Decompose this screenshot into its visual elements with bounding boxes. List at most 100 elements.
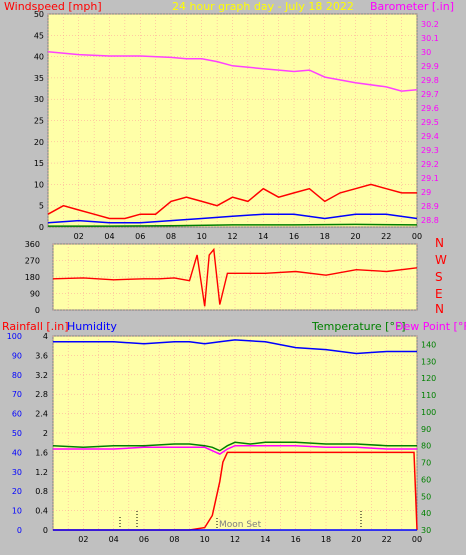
series-line — [52, 247, 418, 307]
y2-tick-label: 30 — [421, 48, 431, 57]
temp-tick-label: 100 — [421, 408, 436, 417]
y2-tick-label: 29.6 — [421, 104, 439, 113]
x-tick-label: 10 — [197, 232, 207, 241]
x-tick-label: 08 — [166, 232, 176, 241]
x-tick-label: 18 — [320, 232, 330, 241]
y-tick-label: 35 — [34, 74, 44, 83]
x-tick-label: 02 — [74, 232, 84, 241]
series-line — [47, 213, 418, 224]
x-tick-label: 10 — [200, 535, 210, 544]
rain-tick-label: 1.2 — [35, 468, 48, 477]
x-tick-label: 14 — [258, 232, 268, 241]
y2-tick-label: 30.1 — [421, 34, 439, 43]
y-tick-label: 0 — [35, 306, 40, 315]
temp-tick-label: 40 — [421, 509, 431, 518]
x-tick-label: 16 — [289, 232, 299, 241]
x-tick-label: 08 — [169, 535, 179, 544]
y2-tick-label: 29.7 — [421, 90, 439, 99]
humidity-tick-label: 10 — [12, 507, 22, 516]
y-tick-label: 15 — [34, 159, 44, 168]
y2-tick-label: 29.9 — [421, 62, 439, 71]
wind-series — [47, 51, 418, 227]
humidity-tick-label: 40 — [12, 448, 22, 457]
humidity-tick-label: 60 — [12, 410, 22, 419]
humidity-tick-label: 100 — [7, 332, 22, 341]
temp-tick-label: 130 — [421, 357, 436, 366]
series-line — [53, 444, 417, 455]
y2-tick-label: 29.3 — [421, 146, 439, 155]
x-tick-label: 22 — [382, 535, 392, 544]
rain-tick-label: 2.4 — [35, 410, 48, 419]
x-tick-label: 00 — [412, 232, 422, 241]
rain-tick-label: 3.6 — [35, 351, 48, 360]
x-tick-label: 06 — [135, 232, 145, 241]
x-tick-label: 20 — [350, 232, 360, 241]
series-line — [53, 451, 418, 531]
temp-tick-label: 30 — [421, 526, 431, 535]
y2-tick-label: 29.2 — [421, 160, 439, 169]
y2-tick-label: 29.1 — [421, 174, 439, 183]
rain-tick-label: 0 — [43, 526, 48, 535]
temp-ticks: 02 04 06 08 10 12 14 16 18 20 22 0000.40.81.21.622.… — [7, 332, 437, 544]
y2-tick-label: 29 — [421, 188, 431, 197]
windspeed-axis-label: Windspeed [mph] — [4, 0, 102, 13]
moon-set-annotation: Moon Set — [219, 520, 262, 530]
y2-tick-label: 28.8 — [421, 216, 439, 225]
rain-tick-label: 1.6 — [35, 448, 48, 457]
y2-tick-label: 29.8 — [421, 76, 439, 85]
compass-label: W — [435, 253, 447, 267]
y-tick-label: 45 — [34, 31, 44, 40]
x-tick-label: 04 — [104, 232, 114, 241]
rain-tick-label: 3.2 — [35, 371, 48, 380]
x-tick-label: 22 — [381, 232, 391, 241]
y-tick-label: 90 — [30, 290, 40, 299]
x-tick-label: 16 — [291, 535, 301, 544]
temp-series — [52, 339, 418, 531]
y-tick-label: 40 — [34, 53, 44, 62]
temp-tick-label: 50 — [421, 492, 431, 501]
rain-tick-label: 2 — [43, 429, 48, 438]
x-tick-label: 06 — [139, 535, 149, 544]
direction-series — [52, 247, 418, 307]
barometer-axis-label: Barometer [.in] — [370, 0, 454, 13]
humidity-tick-label: 50 — [12, 429, 22, 438]
temp-tick-label: 70 — [421, 459, 431, 468]
y-tick-label: 270 — [25, 257, 40, 266]
rain-tick-label: 2.8 — [35, 390, 48, 399]
humidity-tick-label: 70 — [12, 390, 22, 399]
y2-tick-label: 29.5 — [421, 118, 439, 127]
rain-tick-label: 0.8 — [35, 487, 48, 496]
wind-ticks: 02 04 06 08 10 12 14 16 18 20 22 000510152025303540… — [34, 10, 439, 241]
wind-grid — [47, 13, 418, 228]
chart-title: 24 hour graph day - July 18 2022 — [172, 0, 354, 13]
temp-tick-label: 110 — [421, 391, 436, 400]
y-tick-label: 5 — [39, 202, 44, 211]
y-tick-label: 0 — [39, 223, 44, 232]
x-tick-label: 12 — [230, 535, 240, 544]
y-tick-label: 360 — [25, 240, 40, 249]
dewpoint-axis-label: Dew Point [°F] — [395, 320, 466, 333]
series-line — [47, 51, 418, 92]
rainfall-axis-label: Rainfall [.in] — [2, 320, 69, 333]
x-tick-label: 18 — [321, 535, 331, 544]
temp-tick-label: 120 — [421, 374, 436, 383]
temp-tick-label: 60 — [421, 475, 431, 484]
humidity-tick-label: 20 — [12, 487, 22, 496]
y-tick-label: 25 — [34, 117, 44, 126]
y2-tick-label: 29.4 — [421, 132, 439, 141]
temp-tick-label: 80 — [421, 442, 431, 451]
x-tick-label: 14 — [260, 535, 270, 544]
x-tick-label: 12 — [227, 232, 237, 241]
humidity-tick-label: 90 — [12, 351, 22, 360]
y-tick-label: 50 — [34, 10, 44, 19]
x-tick-label: 20 — [351, 535, 361, 544]
series-line — [53, 339, 417, 355]
compass-label: E — [435, 287, 443, 301]
humidity-axis-label: Humidity — [67, 320, 117, 333]
series-line — [48, 223, 418, 227]
compass-label: N — [435, 302, 444, 316]
rain-tick-label: 0.4 — [35, 507, 48, 516]
temp-tick-label: 140 — [421, 340, 436, 349]
